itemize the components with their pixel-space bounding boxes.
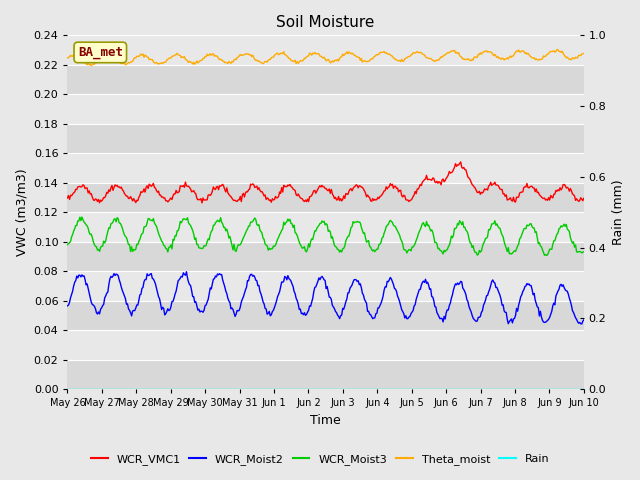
Bar: [67, 300, 584, 330]
Bar: [67, 124, 584, 153]
Bar: [67, 65, 584, 94]
Bar: [67, 94, 584, 124]
Y-axis label: VWC (m3/m3): VWC (m3/m3): [15, 168, 28, 256]
Bar: [67, 212, 584, 241]
Bar: [67, 271, 584, 300]
Bar: [67, 330, 584, 360]
Bar: [67, 183, 584, 212]
Title: Soil Moisture: Soil Moisture: [276, 15, 375, 30]
Bar: [67, 241, 584, 271]
Y-axis label: Rain (mm): Rain (mm): [612, 180, 625, 245]
Text: BA_met: BA_met: [78, 46, 123, 59]
Bar: [67, 360, 584, 389]
Bar: [67, 153, 584, 183]
X-axis label: Time: Time: [310, 414, 341, 427]
Legend: WCR_VMC1, WCR_Moist2, WCR_Moist3, Theta_moist, Rain: WCR_VMC1, WCR_Moist2, WCR_Moist3, Theta_…: [86, 450, 554, 469]
Bar: [67, 36, 584, 65]
